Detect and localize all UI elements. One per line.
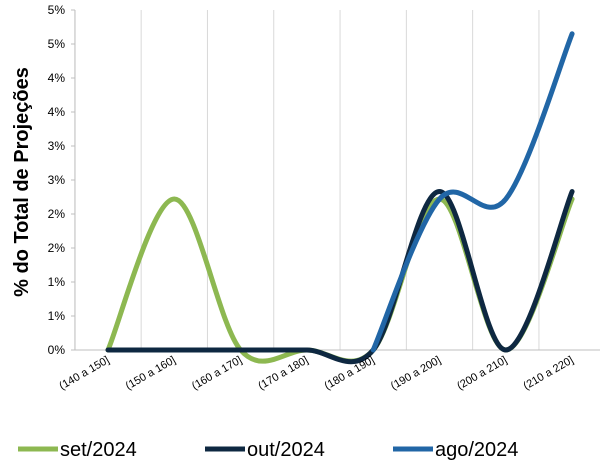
gridlines (74, 10, 540, 350)
y-tick-label: 4% (48, 105, 66, 119)
y-tick-label: 2% (48, 207, 66, 221)
x-tick-labels: (140 a 150] (150 a 160] (160 a 170] (170 a … (57, 354, 575, 392)
x-tick-label: (210 a 220] (521, 354, 575, 392)
y-axis-label: % do Total de Projeções (11, 67, 33, 297)
y-tick-label: 2% (48, 241, 66, 255)
legend: set/2024 out/2024 ago/2024 (18, 439, 518, 461)
legend-label: ago/2024 (435, 439, 518, 461)
legend-label: set/2024 (60, 439, 137, 461)
legend-label: out/2024 (247, 439, 325, 461)
x-tick-label: (200 a 210] (455, 354, 509, 392)
axes (71, 9, 600, 351)
series-lines (105, 31, 575, 365)
x-tick-label: (160 a 170] (190, 354, 244, 392)
y-tick-label: 1% (48, 309, 66, 323)
y-tick-label: 5% (48, 3, 66, 17)
x-tick-label: (140 a 150] (57, 354, 111, 392)
y-tick-labels: 0% 1% 1% 2% 2% 3% 3% 4% 4% 5% 5% (48, 3, 66, 357)
y-tick-label: 0% (48, 343, 66, 357)
y-tick-label: 3% (48, 173, 66, 187)
series-line-ago-2024 (370, 31, 575, 353)
y-tick-label: 1% (48, 275, 66, 289)
y-tick-label: 4% (48, 71, 66, 85)
x-tick-label: (190 a 200] (389, 354, 443, 392)
y-tick-label: 5% (48, 37, 66, 51)
y-tick-label: 3% (48, 139, 66, 153)
x-tick-label: (150 a 160] (124, 354, 178, 392)
